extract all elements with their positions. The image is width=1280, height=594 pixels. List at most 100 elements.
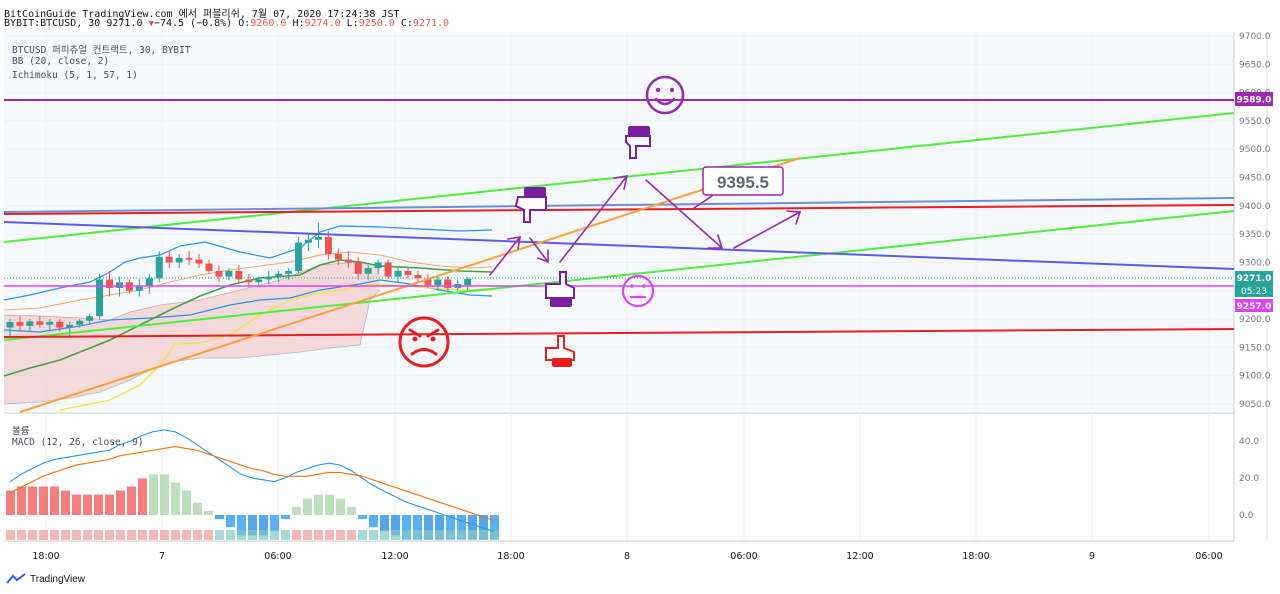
- candle[interactable]: [145, 273, 153, 294]
- arrow-up-1[interactable]: [489, 236, 521, 276]
- volume-bar: [424, 530, 433, 540]
- candle[interactable]: [414, 270, 422, 283]
- price-tag-countdown-bg: [1235, 284, 1273, 297]
- candle-body: [195, 259, 203, 264]
- candle[interactable]: [255, 276, 263, 286]
- pointing-hand-icon-up-purple[interactable]: [625, 126, 651, 159]
- candle[interactable]: [295, 236, 303, 274]
- candle[interactable]: [444, 276, 452, 292]
- candle[interactable]: [26, 319, 34, 332]
- candle[interactable]: [6, 319, 14, 337]
- macd-histogram-bar: [336, 498, 345, 515]
- candle-body: [205, 263, 213, 271]
- volume-bar: [6, 530, 15, 540]
- candle[interactable]: [215, 265, 223, 283]
- candle[interactable]: [364, 265, 372, 280]
- smiling-face-icon[interactable]: [645, 75, 685, 115]
- macd-histogram-bar: [6, 490, 15, 515]
- candle[interactable]: [195, 253, 203, 269]
- macd-histogram-bar: [270, 515, 279, 532]
- candle[interactable]: [334, 248, 342, 266]
- candle[interactable]: [96, 273, 104, 320]
- arrow-down-1[interactable]: [529, 237, 549, 264]
- pointing-hand-icon-purple-lower[interactable]: [545, 271, 575, 307]
- pointing-hand-icon-red[interactable]: [545, 335, 575, 367]
- projection-arrows[interactable]: [489, 175, 802, 276]
- candle[interactable]: [235, 265, 243, 283]
- red-resistance-line[interactable]: [3, 204, 1235, 215]
- candle[interactable]: [56, 319, 64, 332]
- candle[interactable]: [155, 251, 163, 283]
- neutral-face-icon[interactable]: [621, 274, 655, 308]
- volume-bar: [380, 530, 389, 540]
- time-axis-labels[interactable]: 18:00 7 06:00 12:00 18:00 8 06:00 12:00 18:00 9 06…: [32, 551, 1222, 562]
- volume-legend[interactable]: 볼륨: [12, 426, 30, 437]
- candle[interactable]: [464, 277, 472, 291]
- macd-histogram-bar: [94, 494, 103, 515]
- macd-axis-labels: 40.0 20.0 0.0: [1239, 437, 1259, 521]
- candle[interactable]: [374, 259, 382, 274]
- candle[interactable]: [175, 253, 183, 269]
- candle[interactable]: [354, 256, 362, 280]
- macd-histogram-bar: [446, 515, 455, 540]
- candle[interactable]: [86, 313, 94, 325]
- macd-histogram-bar: [457, 515, 466, 540]
- candle[interactable]: [394, 268, 402, 283]
- candle[interactable]: [275, 270, 283, 283]
- ichimoku-legend[interactable]: Ichimoku (5, 1, 57, 1): [12, 70, 138, 81]
- candle[interactable]: [305, 234, 312, 252]
- candle-body: [6, 321, 14, 328]
- candle-body: [404, 270, 412, 275]
- candle[interactable]: [76, 319, 84, 328]
- candle[interactable]: [106, 270, 113, 297]
- green-lower-trendline[interactable]: [3, 210, 1235, 341]
- price-tick-label: 9100.0: [1239, 372, 1271, 382]
- candle[interactable]: [384, 259, 392, 280]
- macd-histogram-bar: [413, 515, 422, 540]
- volume-bar: [248, 530, 257, 540]
- candle[interactable]: [404, 268, 412, 280]
- blue-descending-line[interactable]: [3, 221, 1235, 270]
- candle[interactable]: [165, 251, 173, 269]
- candle-body: [255, 279, 263, 283]
- volume-bar: [182, 530, 191, 540]
- candle[interactable]: [344, 251, 352, 269]
- candle[interactable]: [225, 268, 233, 281]
- price-callout-box[interactable]: [702, 166, 784, 196]
- macd-histogram-bar: [435, 515, 444, 540]
- arrow-up-3[interactable]: [733, 210, 802, 249]
- candle[interactable]: [434, 276, 442, 291]
- volume-bar: [226, 530, 235, 540]
- candle[interactable]: [314, 222, 322, 249]
- symbol-legend[interactable]: BTCUSD 퍼피츄얼 컨트랙트, 30, BYBIT: [12, 45, 191, 56]
- arrow-up-2[interactable]: [559, 175, 629, 263]
- bb-legend[interactable]: BB (20, close, 2): [12, 56, 110, 67]
- orange-trendline[interactable]: [19, 157, 801, 413]
- candle[interactable]: [135, 279, 143, 297]
- red-support-line[interactable]: [3, 328, 1235, 338]
- candle[interactable]: [205, 259, 213, 274]
- price-tag-countdown: 05:23: [1241, 287, 1267, 297]
- candle[interactable]: [16, 316, 24, 331]
- macd-histogram-bar: [171, 482, 180, 515]
- candle[interactable]: [324, 231, 332, 260]
- tradingview-footer[interactable]: TradingView: [6, 573, 85, 585]
- pointing-hand-icon-down-purple[interactable]: [514, 187, 547, 223]
- macd-histogram-bar: [347, 506, 356, 515]
- candle[interactable]: [36, 316, 44, 328]
- candle-body: [354, 262, 362, 274]
- candle[interactable]: [285, 268, 293, 280]
- price-axis-labels[interactable]: 9700.09650.09600.09550.09500.09450.09400…: [1239, 32, 1271, 410]
- price-tick-label: 9700.0: [1239, 32, 1271, 42]
- blue-light-trendline[interactable]: [3, 197, 1235, 213]
- macd-legend[interactable]: MACD (12, 26, close, 9): [12, 437, 144, 448]
- arrow-down-2[interactable]: [645, 179, 724, 249]
- volume-bar: [215, 530, 224, 540]
- candle[interactable]: [185, 251, 193, 266]
- candle[interactable]: [46, 319, 54, 331]
- macd-signal-line: [9, 445, 495, 522]
- angry-face-icon[interactable]: [398, 316, 450, 368]
- time-tick-label: 18:00: [962, 551, 989, 562]
- macd-histogram-bar: [72, 494, 81, 515]
